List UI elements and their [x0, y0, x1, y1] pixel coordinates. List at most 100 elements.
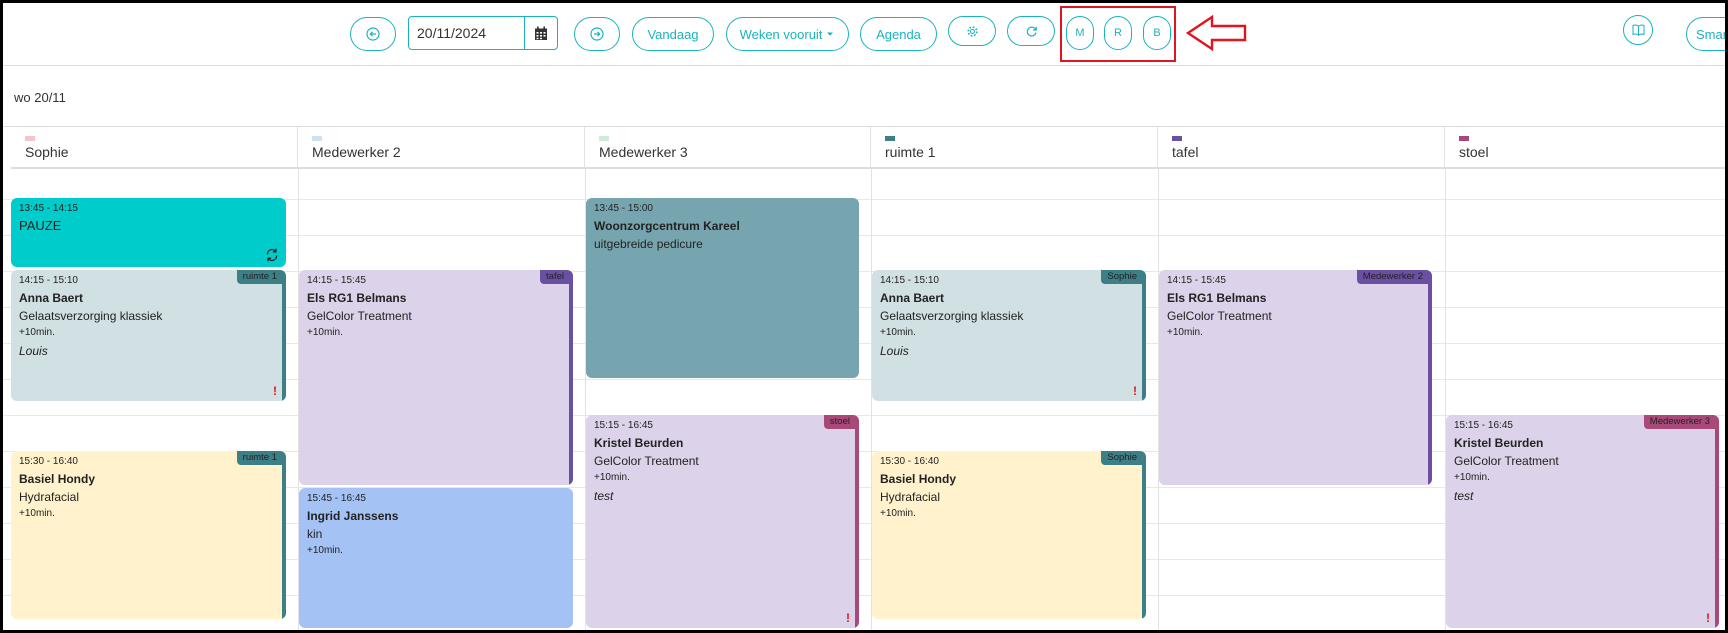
color-swatch — [1459, 136, 1469, 141]
client-name: Els RG1 Belmans — [1167, 291, 1267, 305]
employee-name: Louis — [880, 344, 909, 358]
appointment-time: 15:30 - 16:40 — [19, 456, 78, 467]
view-m-label: M — [1075, 27, 1085, 39]
resource-tag: tafel — [540, 270, 569, 284]
service-name: Hydrafacial — [880, 490, 941, 504]
refresh-icon — [1026, 26, 1037, 37]
color-swatch — [1172, 136, 1182, 141]
client-name: Anna Baert — [880, 291, 945, 305]
date-input[interactable] — [417, 23, 527, 43]
slot-line — [3, 235, 1725, 236]
column-header[interactable]: stoel — [1445, 127, 1725, 169]
column-divider — [1445, 169, 1446, 630]
column-name: Medewerker 3 — [599, 144, 688, 160]
service-name: GelColor Treatment — [1167, 309, 1272, 323]
slot-line — [3, 523, 1725, 524]
service-name: Gelaatsverzorging klassiek — [19, 309, 163, 323]
view-r-button[interactable]: R — [1104, 16, 1132, 50]
client-name: Basiel Hondy — [19, 472, 96, 486]
column-name: Sophie — [25, 144, 69, 160]
resource-color-bar — [569, 270, 573, 485]
gear-icon — [966, 25, 978, 37]
warning-icon: ! — [846, 611, 850, 625]
day-header: wo 20/11 — [3, 66, 1725, 127]
resource-color-bar — [1428, 270, 1432, 485]
calendar-button[interactable] — [524, 17, 557, 49]
refresh-button[interactable] — [1007, 16, 1055, 46]
resource-tag: ruimte 1 — [236, 270, 282, 284]
book-button[interactable] — [1623, 15, 1653, 45]
column-header[interactable]: Sophie — [11, 127, 298, 169]
column-divider — [298, 169, 299, 630]
service-name: GelColor Treatment — [307, 309, 412, 323]
appointment-card[interactable]: ruimte 1 14:15 - 15:10 Anna Baert Gelaat… — [11, 270, 286, 401]
resource-tag: Sophie — [1101, 451, 1142, 465]
appointment-time: 15:15 - 16:45 — [1454, 420, 1513, 431]
column-header[interactable]: Medewerker 3 — [585, 127, 871, 169]
extra-time: +10min. — [19, 327, 55, 338]
extra-time: +10min. — [594, 472, 630, 483]
appointment-card[interactable]: stoel 15:15 - 16:45 Kristel Beurden GelC… — [586, 415, 859, 628]
client-name: Anna Baert — [19, 291, 84, 305]
book-icon — [1632, 24, 1644, 36]
next-day-button[interactable] — [574, 17, 620, 51]
resource-color-bar — [1142, 270, 1146, 401]
day-label: wo 20/11 — [14, 90, 66, 105]
column-name: Medewerker 2 — [312, 144, 401, 160]
caret-down-icon — [827, 32, 834, 36]
today-button[interactable]: Vandaag — [632, 17, 714, 51]
column-header[interactable]: Medewerker 2 — [298, 127, 585, 169]
client-name: Kristel Beurden — [1454, 436, 1544, 450]
service-name: Hydrafacial — [19, 490, 80, 504]
service-name: kin — [307, 527, 323, 541]
agenda-button[interactable]: Agenda — [860, 17, 937, 51]
resource-tag: ruimte 1 — [236, 451, 282, 465]
appointment-card[interactable]: 13:45 - 15:00 Woonzorgcentrum Kareel uit… — [586, 198, 859, 378]
settings-button[interactable] — [948, 16, 996, 46]
appointment-card[interactable]: ruimte 1 15:30 - 16:40 Basiel Hondy Hydr… — [11, 451, 286, 619]
client-name: Woonzorgcentrum Kareel — [594, 219, 740, 233]
column-name: ruimte 1 — [885, 144, 936, 160]
service-name: GelColor Treatment — [1454, 454, 1559, 468]
resource-color-bar — [282, 451, 286, 619]
extra-time: +10min. — [307, 545, 343, 556]
view-b-label: B — [1153, 27, 1161, 39]
slot-line — [3, 595, 1725, 596]
slot-line — [3, 271, 1725, 272]
smart-button[interactable]: Smar — [1686, 17, 1725, 51]
view-m-button[interactable]: M — [1066, 16, 1094, 50]
calendar-icon — [535, 26, 547, 40]
appointment-pause[interactable]: 13:45 - 14:15 PAUZE — [11, 198, 286, 267]
slot-line — [3, 415, 1725, 416]
previous-day-button[interactable] — [350, 17, 396, 51]
view-r-label: R — [1114, 27, 1122, 39]
color-swatch — [25, 136, 35, 141]
color-swatch — [599, 136, 609, 141]
slot-line — [3, 343, 1725, 344]
column-header[interactable]: tafel — [1158, 127, 1445, 169]
appointment-card[interactable]: Sophie 15:30 - 16:40 Basiel Hondy Hydraf… — [872, 451, 1146, 619]
date-picker[interactable] — [408, 16, 558, 50]
appointment-card[interactable]: tafel 14:15 - 15:45 Els RG1 Belmans GelC… — [299, 270, 573, 485]
appointment-card[interactable]: Medewerker 2 14:15 - 15:45 Els RG1 Belma… — [1159, 270, 1432, 485]
view-b-button[interactable]: B — [1143, 16, 1171, 50]
appointment-card[interactable]: Medewerker 3 15:15 - 16:45 Kristel Beurd… — [1446, 415, 1719, 628]
appointment-card[interactable]: Sophie 14:15 - 15:10 Anna Baert Gelaatsv… — [872, 270, 1146, 401]
resource-color-bar — [282, 270, 286, 401]
weeks-ahead-dropdown[interactable]: Weken vooruit — [726, 17, 849, 51]
client-name: Els RG1 Belmans — [307, 291, 407, 305]
extra-time: +10min. — [1454, 472, 1490, 483]
column-name: stoel — [1459, 144, 1489, 160]
appointment-title: PAUZE — [19, 218, 62, 233]
appointment-card[interactable]: 15:45 - 16:45 Ingrid Janssens kin +10min… — [299, 488, 573, 628]
calendar-grid[interactable] — [3, 169, 1725, 630]
appointment-time: 15:45 - 16:45 — [307, 493, 366, 504]
resource-color-bar — [1142, 451, 1146, 619]
appointment-time: 15:30 - 16:40 — [880, 456, 939, 467]
appointment-time: 15:15 - 16:45 — [594, 420, 653, 431]
arrow-left-circle-icon — [366, 27, 380, 41]
resource-tag: Medewerker 2 — [1356, 270, 1428, 284]
sync-icon — [266, 248, 278, 262]
column-header[interactable]: ruimte 1 — [871, 127, 1158, 169]
